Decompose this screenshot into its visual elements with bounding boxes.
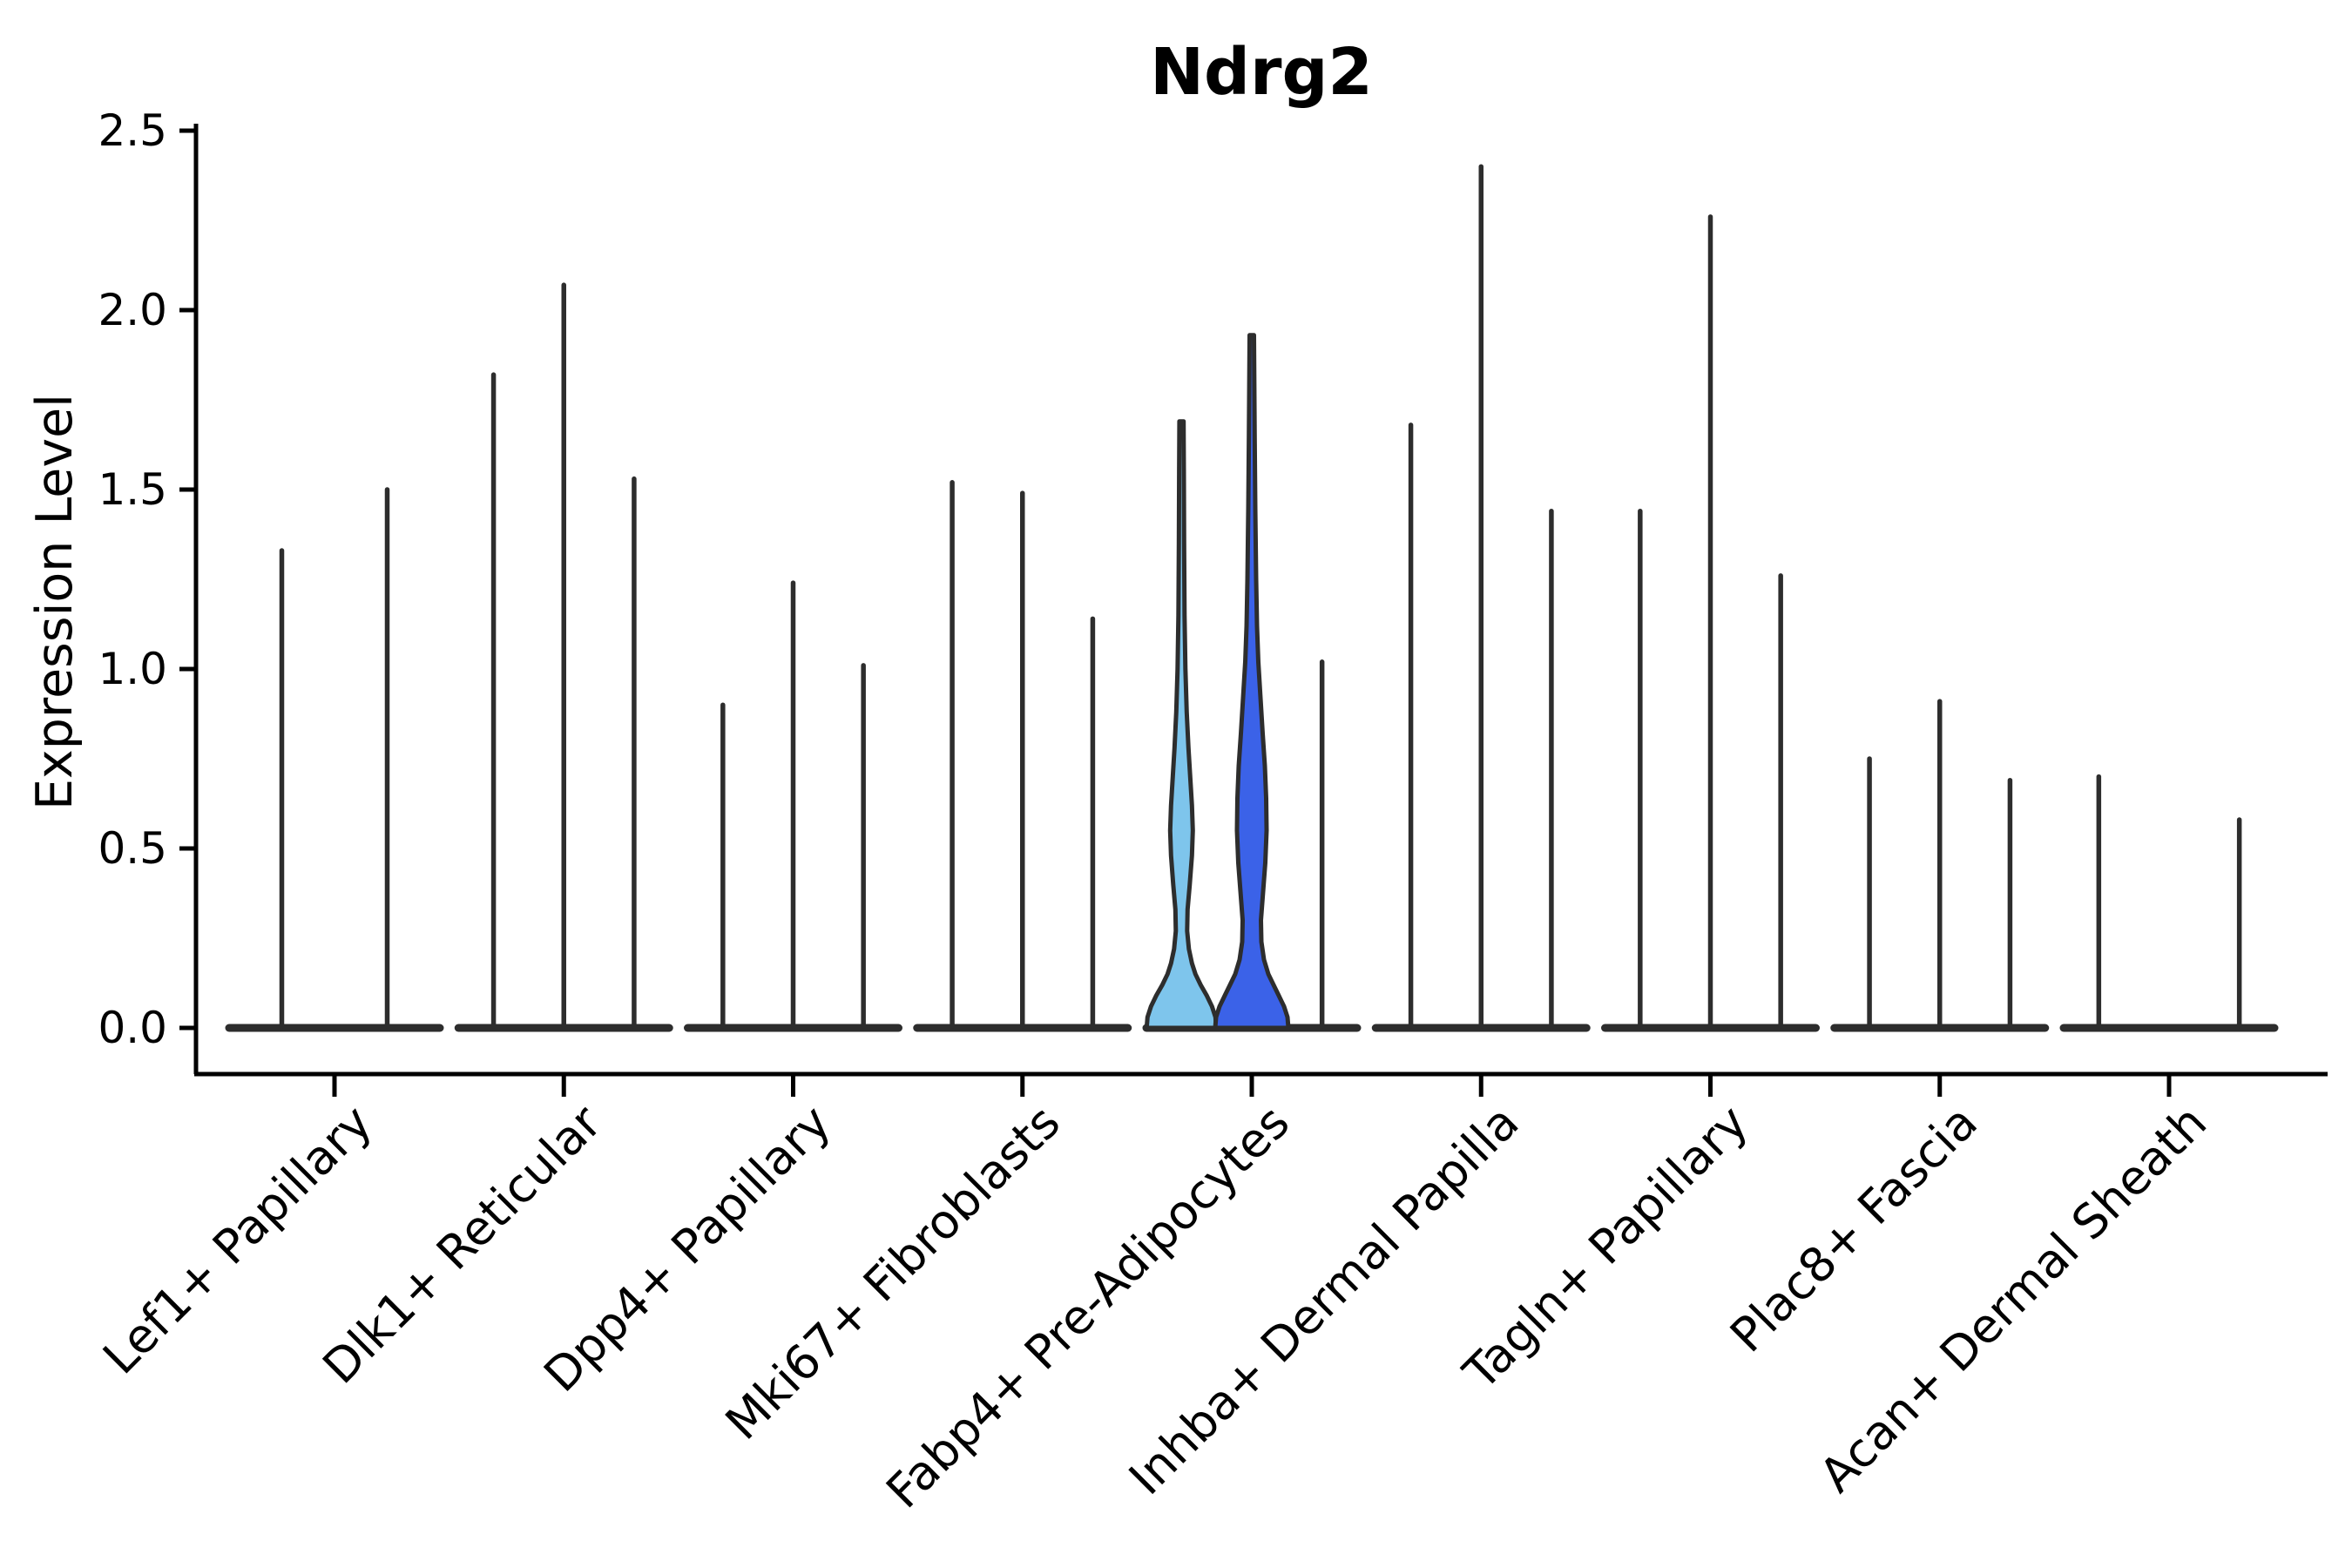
y-axis-label: Expression Level xyxy=(26,394,84,810)
y-tick-label: 1.0 xyxy=(98,644,167,694)
y-tick-label: 2.0 xyxy=(98,285,167,335)
violins xyxy=(225,164,2279,1032)
y-tick-label: 1.5 xyxy=(98,464,167,515)
chart-title: Ndrg2 xyxy=(1150,35,1373,110)
y-tick-label: 0.0 xyxy=(98,1003,167,1053)
y-tick-label: 2.5 xyxy=(98,105,167,156)
axes: 0.0 0.5 1.0 1.5 2.0 2.5 xyxy=(98,105,2328,1097)
violin-filled xyxy=(1144,419,1219,1031)
y-tick-label: 0.5 xyxy=(98,823,167,874)
x-tick-label: Inhba+ Dermal Papilla xyxy=(1119,1095,1529,1505)
x-tick-label: Fabp4+ Pre-Adipocytes xyxy=(875,1095,1300,1519)
violin-filled xyxy=(1213,333,1291,1031)
x-tick-label: Plac8+ Fascia xyxy=(1720,1095,1988,1363)
x-tick-label: Acan+ Dermal Sheath xyxy=(1809,1095,2217,1503)
